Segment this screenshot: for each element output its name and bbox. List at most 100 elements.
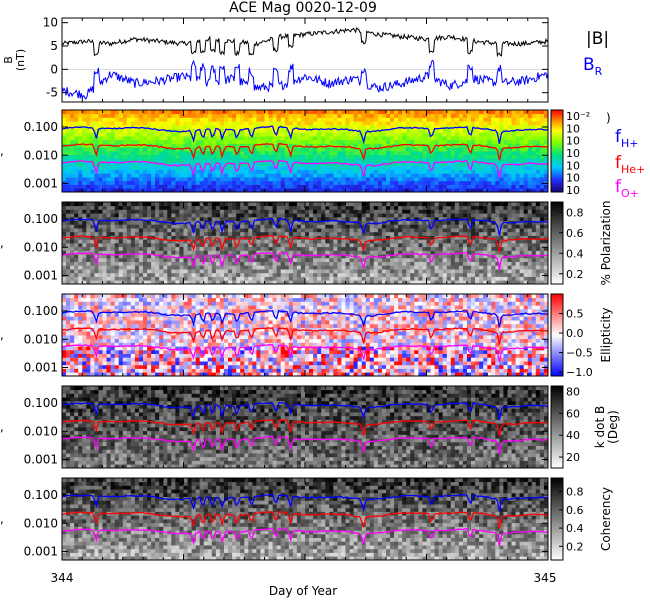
colorbar-tick-label: 0.6: [566, 227, 584, 240]
y-tick-label: 0.001: [24, 360, 58, 374]
y-tick-label: 0.010: [24, 240, 58, 254]
panel-field: 10 5 0 -5 B (nT): [2, 16, 549, 102]
y-tick-label: 0.001: [24, 268, 58, 282]
colorbar-tick-label: 0.8: [566, 486, 584, 499]
colorbar-tick-label: 0.2: [566, 268, 584, 281]
line-f-oplus-kdotb: [61, 435, 549, 455]
y-tick-label: 0.010: [24, 424, 58, 438]
x-tick-label-end: 345: [534, 571, 557, 585]
line-f-oplus-power: [61, 159, 549, 179]
legend-layer: |B| BR fH+ fHe+fO+: [583, 29, 645, 200]
colorbar-tick-label: 0.0: [566, 327, 584, 340]
legend-f-oplus: fO+: [615, 177, 639, 200]
colorbar-tick-label: 60: [566, 407, 580, 420]
panel-frame: [61, 109, 549, 193]
colorbar-label-polarization: % Polarization: [599, 201, 613, 286]
panel-frame: [61, 477, 549, 561]
panel-frame: [61, 17, 549, 103]
colorbar-label-fragment: ): [606, 111, 611, 125]
line-f-hplus-coherency: [61, 493, 549, 512]
spectrogram-ellipticity: [62, 294, 549, 377]
panel-polarization: 0.100 0.010 0.001, 0.8 0.6 0.4 0.2 % Polarizati…: [0, 201, 613, 286]
y-axis-label-fragment: ,: [0, 512, 4, 526]
line-f-heplus-power: [61, 143, 548, 162]
colorbar-label-coherency: Coherency: [599, 487, 613, 551]
spectrogram-coherency: [62, 478, 549, 561]
panel-frame: [61, 385, 549, 469]
line-f-oplus-ellipticity: [61, 344, 549, 362]
colorbar-tick-label: 20: [566, 451, 580, 464]
colorbar-tick-label: 10: [566, 172, 580, 185]
y-tick-label: 0.001: [24, 176, 58, 190]
series-line-b-magnitude: [61, 27, 549, 58]
colorbar-tick-label: 10: [566, 135, 580, 148]
y-axis-label-line: B: [2, 56, 15, 64]
spectrogram-kdotb: [62, 386, 549, 469]
y-tick-label: 0.010: [24, 516, 58, 530]
y-axis-label-fragment: ,: [0, 328, 4, 342]
line-f-hplus-kdotb: [61, 402, 549, 421]
y-axis-label-line: (nT): [14, 49, 27, 71]
panel-frame: [61, 201, 549, 285]
y-tick-label: 0.100: [24, 396, 58, 410]
colorbar-tick-label: −1.0: [566, 366, 593, 379]
y-tick-label: 0.100: [24, 120, 58, 134]
colorbar-tick-label: 0.6: [566, 504, 584, 517]
y-tick-label: 0.100: [24, 304, 58, 318]
colorbar-tick-label: 10: [566, 159, 580, 172]
panel-frame: [61, 293, 549, 377]
line-f-hplus-ellipticity: [61, 309, 549, 328]
colorbar-label-kdotb-line: (Deg): [606, 410, 620, 444]
x-axis-label: Day of Year: [269, 584, 337, 598]
y-tick-label: 0: [50, 62, 58, 76]
colorbar-power: [550, 109, 564, 193]
colorbar-tick-label: 80: [566, 385, 580, 398]
colorbar-tick-label: 10: [566, 147, 580, 160]
colorbar-tick-label: 0.8: [566, 206, 584, 219]
y-axis-label-fragment: ,: [0, 420, 4, 434]
colorbar-polarization: [550, 201, 564, 285]
line-f-heplus-kdotb: [62, 419, 549, 437]
line-f-oplus-polarization: [61, 251, 549, 271]
y-tick-label: 0.100: [24, 212, 58, 226]
legend-b-r: BR: [583, 55, 603, 78]
panel-kdotb: 0.100 0.010 0.001, 80 60 40 20 k dot B (Deg): [0, 385, 620, 469]
y-tick-label: 0.010: [24, 148, 58, 162]
panel-ellipticity: 0.100 0.010 0.001, 0.5 0.0 −0.5 −1.0 Ellipticit…: [0, 293, 613, 379]
y-tick-label: 0.100: [24, 488, 58, 502]
y-tick-label: 0.001: [24, 544, 58, 558]
y-tick-label: 5: [50, 39, 58, 53]
line-f-hplus-polarization: [61, 217, 549, 236]
colorbar-tick-label: 10: [566, 184, 580, 197]
y-axis-label-fragment: ,: [0, 236, 4, 250]
colorbar-ellipticity: [550, 293, 564, 377]
panel-coherency: 0.100 0.010 0.001, 0.8 0.6 0.4 0.2 Coherency: [0, 477, 613, 561]
y-tick-label: 10: [43, 16, 58, 30]
chart-title: ACE Mag 0020-12-09: [229, 0, 377, 16]
colorbar-label-ellipticity: Ellipticity: [599, 308, 613, 363]
colorbar-tick-label: 10: [566, 122, 580, 135]
spectrogram-power: [62, 110, 549, 193]
y-axis-label-fragment: ,: [0, 144, 4, 158]
y-tick-label: -5: [46, 86, 58, 100]
spectrogram-polarization: [62, 202, 549, 285]
colorbar-label-kdotb-line: k dot B: [593, 406, 607, 448]
y-tick-label: 0.001: [24, 452, 58, 466]
series-line-b-r: [61, 59, 549, 101]
colorbar-tick-label: −0.5: [566, 347, 593, 360]
colorbar-tick-label: 0.4: [566, 247, 584, 260]
y-tick-label: 0.010: [24, 332, 58, 346]
colorbar-tick-label: 0.2: [566, 540, 584, 553]
line-f-heplus-ellipticity: [61, 327, 549, 346]
colorbar-tick-label: 10⁻²: [566, 110, 590, 123]
line-f-oplus-coherency: [61, 527, 549, 547]
legend-f-heplus: fHe+: [615, 153, 645, 176]
x-tick-label-start: 344: [51, 571, 74, 585]
colorbar-coherency: [550, 477, 564, 561]
legend-f-hplus: fH+: [615, 127, 639, 150]
colorbar-tick-label: 0.5: [566, 308, 584, 321]
line-f-hplus-power: [61, 125, 549, 145]
